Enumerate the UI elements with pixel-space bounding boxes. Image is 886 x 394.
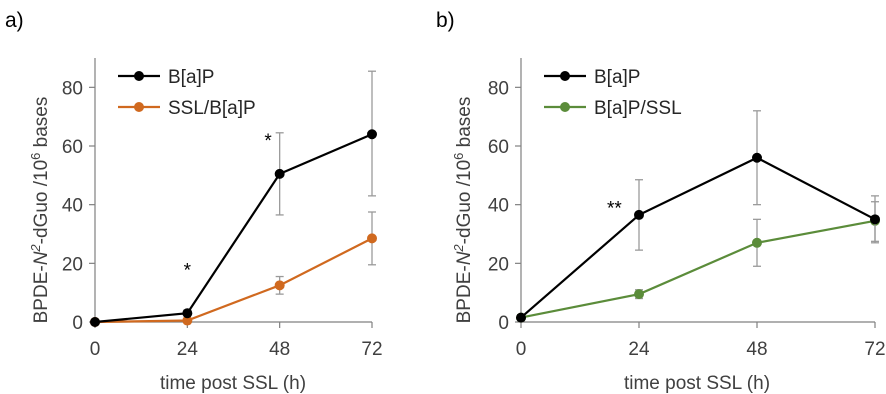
x-tick-label: 48: [746, 339, 767, 360]
data-point: [274, 280, 285, 291]
x-axis-title: time post SSL (h): [624, 373, 770, 394]
series-1: [90, 70, 377, 327]
y-axis-title-part: BPDE-: [454, 265, 475, 323]
data-point: [634, 289, 644, 300]
y-tick-label: 0: [72, 313, 83, 334]
x-axis-title: time post SSL (h): [160, 373, 306, 394]
y-axis-title-part: bases: [454, 97, 475, 153]
data-point: [367, 233, 377, 244]
data-point: [634, 209, 644, 220]
x-tick-label: 0: [90, 339, 101, 360]
series-line: [94, 237, 373, 324]
legend: B[a]P B[a]P/SSL: [544, 67, 682, 119]
data-point: [516, 312, 526, 323]
legend-entry: B[a]P: [594, 67, 640, 88]
y-tick-label: 40: [62, 196, 83, 217]
legend-swatch-marker: [134, 71, 144, 81]
data-point: [182, 308, 193, 319]
y-axis-title-part: 2: [451, 244, 466, 253]
significance-marker: *: [184, 260, 192, 281]
significance-marker: *: [264, 131, 272, 152]
y-tick-label: 80: [62, 78, 83, 99]
legend-swatch-marker: [134, 102, 144, 112]
x-tick-label: 48: [269, 339, 290, 360]
legend-entry: B[a]P: [168, 67, 214, 88]
x-tick-label: 72: [864, 339, 885, 360]
data-point: [752, 237, 762, 248]
x-tick-label: 0: [516, 339, 527, 360]
x-tick-label: 72: [361, 339, 382, 360]
series-1: [516, 110, 880, 323]
y-tick-label: 40: [488, 196, 509, 217]
legend-swatch-marker: [560, 71, 570, 81]
data-point: [274, 168, 285, 179]
significance-marker: **: [607, 199, 622, 220]
legend-swatch-marker: [560, 102, 570, 112]
data-point: [90, 317, 100, 327]
legend-entry: SSL/B[a]P: [168, 98, 256, 119]
series-line: [520, 219, 876, 319]
y-axis-title-part: N: [31, 251, 52, 265]
y-axis-title: BPDE-N2-dGuo /106 bases: [451, 97, 476, 324]
series-line: [520, 156, 876, 319]
legend-entry: B[a]P/SSL: [594, 98, 682, 119]
y-axis-title-part: 6: [28, 153, 43, 160]
series-line: [94, 133, 373, 324]
y-axis-title-part: bases: [31, 97, 52, 153]
legend: B[a]P SSL/B[a]P: [118, 67, 256, 119]
chart-panel-b: b) 0 20 40 60 80 0 24 48 72 time post SSL (h) BPDE-…: [436, 9, 886, 394]
panel-label: b): [436, 9, 455, 32]
series-2: [90, 211, 377, 327]
y-axis-title: BPDE-N2-dGuo /106 bases: [28, 97, 53, 324]
y-tick-label: 20: [488, 254, 509, 275]
x-tick-label: 24: [177, 339, 199, 360]
data-point: [870, 214, 880, 225]
chart-panel-a: a) 0 20 40 60 80 0 24 48 72 time post SSL (h) BPDE-…: [5, 9, 383, 394]
y-axis-title-part: -dGuo /10: [454, 160, 475, 245]
y-axis-title-part: -dGuo /10: [31, 160, 52, 245]
y-axis-title-part: BPDE-: [31, 265, 52, 323]
panel-label: a): [5, 9, 24, 32]
y-tick-label: 0: [498, 313, 509, 334]
y-tick-label: 20: [62, 254, 83, 275]
x-tick-label: 24: [628, 339, 650, 360]
series-2: [516, 201, 880, 323]
y-axis-title-part: 6: [451, 153, 466, 160]
data-point: [752, 152, 762, 163]
y-tick-label: 60: [488, 137, 509, 158]
data-point: [182, 315, 193, 326]
y-axis-title-part: 2: [28, 244, 43, 253]
y-tick-label: 60: [62, 137, 83, 158]
y-axis-title-part: N: [454, 251, 475, 265]
y-tick-label: 80: [488, 78, 509, 99]
data-point: [367, 129, 377, 140]
